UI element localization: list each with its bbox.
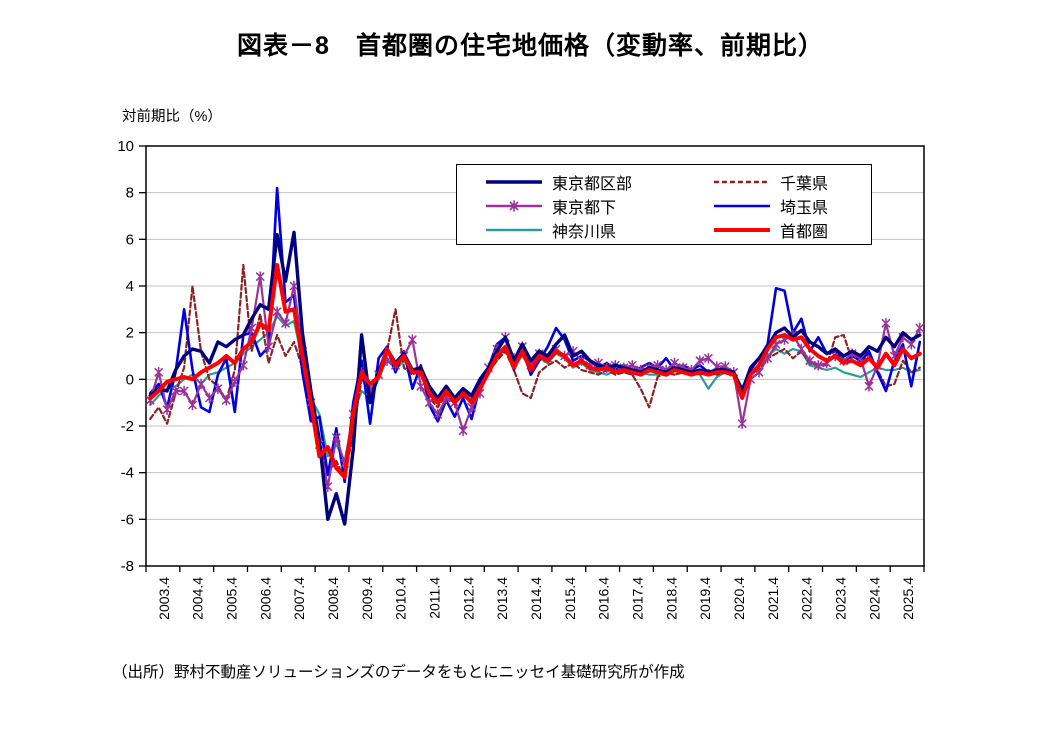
y-tick-label: -6 <box>121 511 134 528</box>
legend-swatch-chiba <box>714 180 770 184</box>
legend-label-tokyo-toka: 東京都下 <box>552 200 617 217</box>
y-tick-label: -2 <box>121 418 134 435</box>
x-tick-label: 2004.4 <box>190 577 206 620</box>
legend-item-tokyo-kubu: 東京都区部 <box>485 170 713 194</box>
legend-label-chiba: 千葉県 <box>780 176 829 193</box>
x-tick-label: 2017.4 <box>629 577 645 620</box>
series-group <box>145 186 925 526</box>
legend-swatch-tokyo-toka <box>486 200 542 212</box>
legend-swatch-saitama <box>714 204 770 208</box>
legend-swatch-shutoken <box>714 228 770 232</box>
legend-label-tokyo-kubu: 東京都区部 <box>552 176 633 193</box>
x-tick-label: 2019.4 <box>697 577 713 620</box>
x-tick-label: 2006.4 <box>257 577 273 620</box>
legend-item-saitama: 埼玉県 <box>713 194 871 218</box>
series-line-shutoken <box>148 263 922 480</box>
y-axis-unit-label: 対前期比（%） <box>122 109 222 125</box>
legend-label-kanagawa: 神奈川県 <box>552 224 617 241</box>
x-tick-label: 2020.4 <box>731 577 747 620</box>
y-tick-label: 4 <box>126 278 134 295</box>
x-tick-label: 2013.4 <box>494 577 510 620</box>
x-tick-label: 2008.4 <box>325 577 341 620</box>
legend-item-tokyo-toka: 東京都下 <box>485 194 713 218</box>
legend-item-shutoken: 首都圏 <box>713 218 871 242</box>
x-tick-label: 2011.4 <box>427 577 443 619</box>
legend-label-shutoken: 首都圏 <box>780 224 829 241</box>
legend-item-kanagawa: 神奈川県 <box>485 218 713 242</box>
legend-label-saitama: 埼玉県 <box>780 200 829 217</box>
x-tick-label: 2024.4 <box>866 577 882 620</box>
y-tick-label: -4 <box>121 465 134 482</box>
x-axis: 2003.4 2004.4 2005.4 2006.4 2007.4 2008.4 2009… <box>145 566 925 620</box>
legend: 東京都区部 千葉県東京都下 埼玉県神奈川県 首都圏 <box>456 164 872 245</box>
x-tick-label: 2012.4 <box>460 577 476 620</box>
series-line-saitama <box>148 186 922 484</box>
x-tick-label: 2025.4 <box>900 577 916 620</box>
x-tick-label: 2018.4 <box>663 577 679 620</box>
x-tick-label: 2022.4 <box>799 577 815 620</box>
legend-swatch-tokyo-kubu <box>486 180 542 184</box>
x-tick-label: 2005.4 <box>224 577 240 620</box>
chart-title: 図表－8 首都圏の住宅地価格（変動率、前期比） <box>237 32 824 60</box>
y-tick-label: 2 <box>126 325 134 342</box>
x-tick-label: 2009.4 <box>359 577 375 620</box>
x-tick-label: 2007.4 <box>291 577 307 620</box>
series-line-chiba <box>149 263 921 481</box>
y-tick-label: 10 <box>117 138 134 155</box>
y-tick-label: 0 <box>126 371 134 388</box>
x-tick-label: 2021.4 <box>765 577 781 620</box>
y-tick-label: 6 <box>126 231 134 248</box>
x-tick-label: 2023.4 <box>832 577 848 620</box>
x-tick-label: 2016.4 <box>596 577 612 620</box>
legend-marker-asterisk <box>509 200 519 212</box>
y-tick-label: -8 <box>121 558 134 575</box>
x-tick-label: 2010.4 <box>393 577 409 620</box>
y-tick-label: 8 <box>126 185 134 202</box>
x-tick-label: 2015.4 <box>562 577 578 620</box>
series-line-tokyo-kubu <box>148 230 922 526</box>
plot-frame <box>145 145 925 567</box>
legend-swatch-kanagawa <box>486 228 542 232</box>
source-note: （出所）野村不動産ソリューションズのデータをもとにニッセイ基礎研究所が作成 <box>112 664 685 681</box>
x-tick-label: 2003.4 <box>156 577 172 620</box>
legend-item-chiba: 千葉県 <box>713 170 871 194</box>
y-axis: 10 8 6 4 2 0 -2 -4 -6 -8 <box>117 138 146 575</box>
x-tick-label: 2014.4 <box>528 577 544 620</box>
